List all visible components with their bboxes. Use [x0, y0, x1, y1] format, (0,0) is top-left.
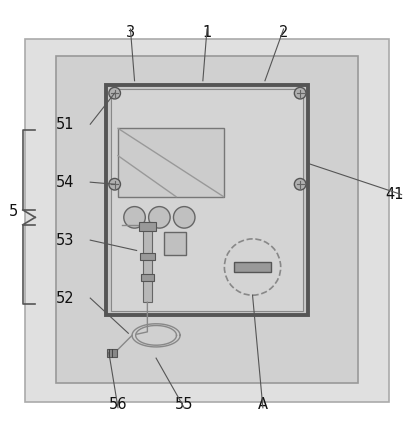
- Bar: [139, 253, 155, 260]
- Bar: [25, 39, 388, 402]
- Bar: [142, 222, 152, 302]
- Bar: [56, 56, 357, 383]
- Text: 54: 54: [56, 175, 74, 190]
- Bar: [163, 232, 186, 255]
- Text: 5: 5: [9, 204, 18, 219]
- Text: 52: 52: [56, 291, 74, 306]
- Text: A: A: [257, 397, 267, 412]
- Circle shape: [123, 206, 145, 228]
- Bar: [234, 262, 270, 272]
- Bar: [110, 89, 303, 311]
- Text: 55: 55: [175, 397, 193, 412]
- Text: 1: 1: [202, 25, 211, 40]
- Text: 41: 41: [384, 187, 403, 202]
- Bar: [141, 274, 153, 281]
- Text: 2: 2: [278, 25, 287, 40]
- Text: 53: 53: [56, 233, 74, 248]
- Circle shape: [109, 179, 120, 190]
- Text: 56: 56: [109, 397, 127, 412]
- Bar: [118, 128, 223, 197]
- Circle shape: [148, 206, 170, 228]
- Bar: [105, 85, 308, 315]
- Circle shape: [294, 87, 305, 99]
- Bar: [107, 349, 116, 357]
- Text: 3: 3: [126, 25, 135, 40]
- Circle shape: [173, 206, 195, 228]
- Circle shape: [294, 179, 305, 190]
- Circle shape: [109, 87, 120, 99]
- Text: 51: 51: [56, 117, 74, 132]
- Bar: [138, 222, 156, 231]
